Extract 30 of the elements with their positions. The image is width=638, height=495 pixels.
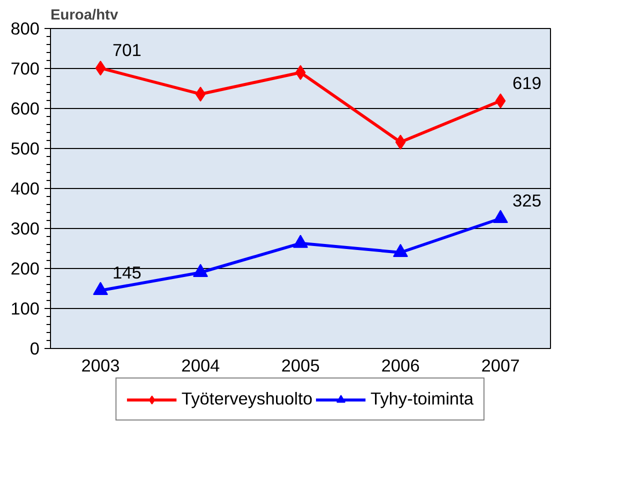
x-tick-label: 2006 bbox=[381, 356, 420, 376]
data-label: 701 bbox=[112, 40, 142, 60]
point bbox=[395, 134, 406, 150]
x-tick-label: 2003 bbox=[81, 356, 120, 376]
point bbox=[295, 65, 306, 80]
y-tick-label: 700 bbox=[10, 58, 40, 78]
x-tick-label: 2004 bbox=[181, 356, 220, 376]
y-tick-label: 300 bbox=[10, 218, 40, 238]
point bbox=[95, 60, 106, 76]
point bbox=[193, 264, 208, 278]
point bbox=[493, 210, 508, 224]
y-tick-label: 800 bbox=[10, 18, 40, 38]
y-tick-label: 600 bbox=[10, 98, 40, 118]
x-tick-label: 2007 bbox=[481, 356, 520, 376]
y-tick-label: 0 bbox=[30, 338, 40, 358]
y-tick-label: 200 bbox=[10, 258, 40, 278]
point bbox=[293, 234, 308, 248]
legend-label: Tyhy-toiminta bbox=[370, 388, 474, 410]
data-label: 619 bbox=[512, 72, 542, 93]
point bbox=[495, 93, 506, 108]
y-tick-label: 500 bbox=[10, 138, 40, 158]
x-tick-label: 2005 bbox=[281, 356, 320, 376]
y-tick-label: 400 bbox=[10, 178, 40, 198]
point bbox=[393, 244, 408, 258]
y-tick-label: 100 bbox=[10, 298, 40, 318]
legend-label: Työterveyshuolto bbox=[181, 388, 312, 410]
point bbox=[93, 282, 108, 296]
y-axis-title: Euroa/htv bbox=[50, 8, 119, 24]
data-label: 325 bbox=[512, 190, 542, 210]
point bbox=[195, 86, 206, 102]
